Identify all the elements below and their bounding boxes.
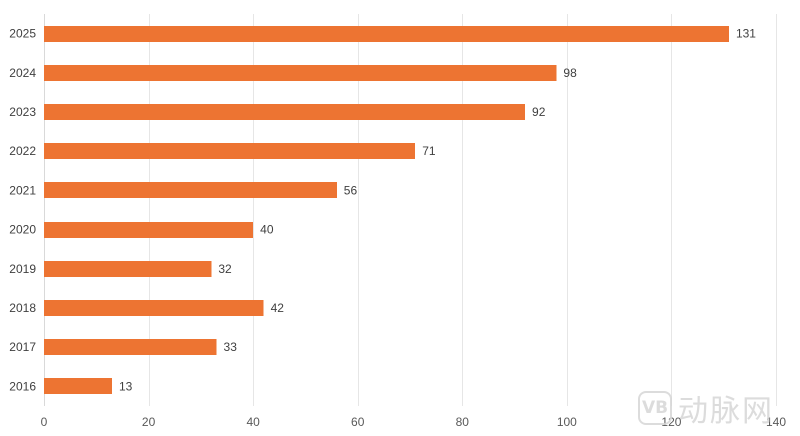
x-tick-label: 0	[41, 415, 48, 429]
data-label-2019: 32	[218, 262, 232, 276]
y-category-label: 2023	[9, 105, 36, 119]
data-labels: 131 98 92 71 56 40 32 42 33 13	[119, 27, 756, 394]
x-tick-label: 40	[246, 415, 260, 429]
watermark-logo-icon: VB	[638, 391, 672, 425]
bar-2016	[44, 378, 112, 394]
watermark-text: 动脉网	[678, 394, 774, 429]
data-label-2023: 92	[532, 105, 546, 119]
y-category-label: 2022	[9, 144, 36, 158]
x-tick-label: 100	[557, 415, 577, 429]
bar-2024	[44, 65, 557, 81]
data-label-2016: 13	[119, 379, 133, 393]
bar-2018	[44, 300, 264, 316]
x-tick-label: 20	[142, 415, 156, 429]
data-label-2018: 42	[271, 301, 285, 315]
bar-2017	[44, 339, 217, 355]
data-label-2021: 56	[344, 183, 358, 197]
data-label-2017: 33	[224, 340, 238, 354]
y-category-label: 2021	[9, 183, 36, 197]
bar-2025	[44, 26, 729, 42]
watermark: VB 动脉网	[638, 386, 774, 430]
y-category-label: 2019	[9, 262, 36, 276]
y-category-label: 2017	[9, 340, 36, 354]
y-category-label: 2016	[9, 379, 36, 393]
y-category-label: 2025	[9, 27, 36, 41]
x-tick-label: 140	[766, 415, 786, 429]
bar-2022	[44, 143, 416, 159]
y-category-label: 2018	[9, 301, 36, 315]
x-tick-label: 80	[456, 415, 470, 429]
bar-2019	[44, 261, 212, 277]
x-tick-label: 60	[351, 415, 365, 429]
category-axis: 2025 2024 2023 2022 2021 2020 2019 2018 2017 2016	[9, 27, 36, 394]
data-label-2022: 71	[422, 144, 436, 158]
bar-2020	[44, 222, 254, 238]
bar-2023	[44, 104, 526, 120]
data-label-2020: 40	[260, 223, 274, 237]
y-category-label: 2024	[9, 66, 36, 80]
bar-2021	[44, 182, 337, 198]
y-category-label: 2020	[9, 223, 36, 237]
data-label-2024: 98	[563, 66, 577, 80]
data-label-2025: 131	[736, 27, 756, 41]
bar-series	[44, 26, 729, 394]
value-axis: 0 20 40 60 80 100 120 140	[41, 415, 787, 429]
